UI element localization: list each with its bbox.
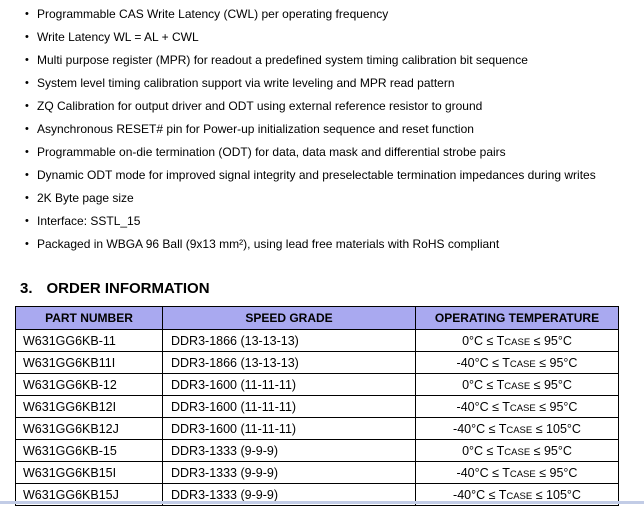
temp-range-text: -40°C ≤ T — [453, 421, 507, 436]
feature-bullet: 2K Byte page size — [24, 192, 622, 206]
feature-bullet: Programmable on-die termination (ODT) fo… — [24, 146, 622, 160]
speed-grade-cell: DDR3-1866 (13-13-13) — [162, 329, 416, 352]
temp-range-text: -40°C ≤ T — [453, 487, 507, 502]
order-information-table: PART NUMBER SPEED GRADE OPERATING TEMPER… — [15, 306, 619, 506]
operating-temperature-cell: -40°C ≤ TCASE ≤ 95°C — [415, 351, 619, 374]
temp-range-text: ≤ 105°C — [532, 487, 581, 502]
temp-range-text: 0°C ≤ T — [462, 333, 505, 348]
table-row: W631GG6KB15J DDR3-1333 (9-9-9) -40°C ≤ T… — [15, 483, 619, 506]
table-row: W631GG6KB-11 DDR3-1866 (13-13-13) 0°C ≤ … — [15, 329, 619, 352]
speed-grade-cell: DDR3-1866 (13-13-13) — [162, 351, 416, 374]
feature-bullet: Programmable CAS Write Latency (CWL) per… — [24, 8, 622, 22]
column-header-operating-temperature: OPERATING TEMPERATURE — [415, 306, 619, 330]
table-row: W631GG6KB12I DDR3-1600 (11-11-11) -40°C … — [15, 395, 619, 418]
operating-temperature-cell: 0°C ≤ TCASE ≤ 95°C — [415, 329, 619, 352]
tcase-subscript: CASE — [509, 358, 536, 370]
speed-grade-cell: DDR3-1600 (11-11-11) — [162, 395, 416, 418]
section-title: ORDER INFORMATION — [46, 280, 210, 297]
operating-temperature-cell: -40°C ≤ TCASE ≤ 95°C — [415, 395, 619, 418]
column-header-speed-grade: SPEED GRADE — [162, 306, 416, 330]
tcase-subscript: CASE — [506, 424, 533, 436]
part-number-cell: W631GG6KB-15 — [15, 439, 163, 462]
operating-temperature-cell: -40°C ≤ TCASE ≤ 105°C — [415, 483, 619, 506]
tcase-subscript: CASE — [504, 336, 531, 348]
feature-bullet: Multi purpose register (MPR) for readout… — [24, 54, 622, 68]
table-row: W631GG6KB-12 DDR3-1600 (11-11-11) 0°C ≤ … — [15, 373, 619, 396]
temp-range-text: -40°C ≤ T — [456, 355, 510, 370]
speed-grade-cell: DDR3-1600 (11-11-11) — [162, 417, 416, 440]
temp-range-text: 0°C ≤ T — [462, 377, 505, 392]
part-number-cell: W631GG6KB-12 — [15, 373, 163, 396]
part-number-cell: W631GG6KB-11 — [15, 329, 163, 352]
tcase-subscript: CASE — [509, 468, 536, 480]
temp-range-text: ≤ 95°C — [535, 465, 578, 480]
operating-temperature-cell: 0°C ≤ TCASE ≤ 95°C — [415, 373, 619, 396]
table-row: W631GG6KB12J DDR3-1600 (11-11-11) -40°C … — [15, 417, 619, 440]
feature-bullet: System level timing calibration support … — [24, 77, 622, 91]
temp-range-text: ≤ 95°C — [535, 399, 578, 414]
temp-range-text: ≤ 95°C — [530, 377, 572, 392]
temp-range-text: ≤ 95°C — [530, 443, 572, 458]
table-row: W631GG6KB15I DDR3-1333 (9-9-9) -40°C ≤ T… — [15, 461, 619, 484]
part-number-cell: W631GG6KB15J — [15, 483, 163, 506]
temp-range-text: -40°C ≤ T — [456, 465, 510, 480]
feature-bullet: Asynchronous RESET# pin for Power-up ini… — [24, 123, 622, 137]
speed-grade-cell: DDR3-1333 (9-9-9) — [162, 439, 416, 462]
table-row: W631GG6KB-15 DDR3-1333 (9-9-9) 0°C ≤ TCA… — [15, 439, 619, 462]
section-number: 3. — [20, 280, 33, 297]
tcase-subscript: CASE — [504, 380, 531, 392]
feature-bullet: ZQ Calibration for output driver and ODT… — [24, 100, 622, 114]
part-number-cell: W631GG6KB12I — [15, 395, 163, 418]
temp-range-text: -40°C ≤ T — [456, 399, 510, 414]
column-header-part-number: PART NUMBER — [15, 306, 163, 330]
part-number-cell: W631GG6KB15I — [15, 461, 163, 484]
operating-temperature-cell: -40°C ≤ TCASE ≤ 105°C — [415, 417, 619, 440]
operating-temperature-cell: -40°C ≤ TCASE ≤ 95°C — [415, 461, 619, 484]
speed-grade-cell: DDR3-1333 (9-9-9) — [162, 461, 416, 484]
temp-range-text: 0°C ≤ T — [462, 443, 505, 458]
feature-bullet: Packaged in WBGA 96 Ball (9x13 mm²), usi… — [24, 238, 622, 252]
temp-range-text: ≤ 95°C — [530, 333, 572, 348]
temp-range-text: ≤ 95°C — [535, 355, 578, 370]
temp-range-text: ≤ 105°C — [532, 421, 581, 436]
part-number-cell: W631GG6KB11I — [15, 351, 163, 374]
tcase-subscript: CASE — [509, 402, 536, 414]
operating-temperature-cell: 0°C ≤ TCASE ≤ 95°C — [415, 439, 619, 462]
table-row: W631GG6KB11I DDR3-1866 (13-13-13) -40°C … — [15, 351, 619, 374]
feature-list: Programmable CAS Write Latency (CWL) per… — [24, 8, 622, 261]
table-header-row: PART NUMBER SPEED GRADE OPERATING TEMPER… — [15, 306, 619, 330]
tcase-subscript: CASE — [506, 490, 533, 502]
section-heading: 3. ORDER INFORMATION — [20, 280, 210, 298]
feature-bullet: Dynamic ODT mode for improved signal int… — [24, 169, 622, 183]
tcase-subscript: CASE — [504, 446, 531, 458]
feature-bullet: Interface: SSTL_15 — [24, 215, 622, 229]
page-bottom-edge — [0, 501, 644, 504]
part-number-cell: W631GG6KB12J — [15, 417, 163, 440]
speed-grade-cell: DDR3-1600 (11-11-11) — [162, 373, 416, 396]
feature-bullet: Write Latency WL = AL + CWL — [24, 31, 622, 45]
